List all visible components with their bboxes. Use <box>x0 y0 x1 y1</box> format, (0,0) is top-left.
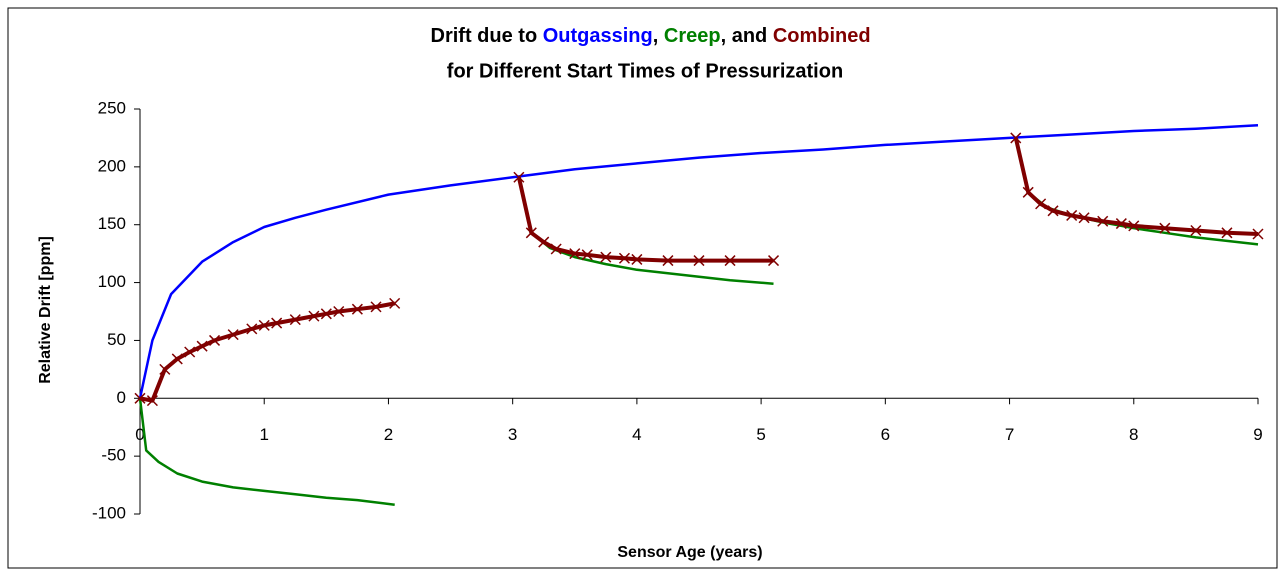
marker <box>724 255 736 267</box>
marker <box>370 301 382 313</box>
marker <box>271 317 283 329</box>
marker <box>1190 224 1202 237</box>
series-line <box>138 123 1259 399</box>
chart-frame <box>7 7 1278 569</box>
marker <box>1252 228 1264 240</box>
marker <box>513 171 525 183</box>
y-tick-label: 0 <box>117 388 126 407</box>
marker <box>1115 218 1127 230</box>
x-tick-label: 6 <box>881 425 890 444</box>
marker <box>693 255 705 267</box>
marker <box>550 243 562 255</box>
marker <box>196 340 208 352</box>
marker <box>569 248 581 260</box>
title-series-name: Combined <box>773 25 871 47</box>
marker <box>333 305 345 318</box>
title-series-name: Outgassing <box>543 25 653 47</box>
marker <box>1022 186 1034 198</box>
y-tick-label: 50 <box>107 330 126 349</box>
y-tick-label: 200 <box>98 156 126 175</box>
marker <box>1066 209 1078 221</box>
marker <box>1221 227 1233 239</box>
title-series-name: Creep <box>664 25 721 47</box>
marker <box>618 252 630 264</box>
marker <box>134 392 146 404</box>
marker <box>308 310 320 322</box>
marker <box>1035 198 1047 210</box>
chart-title: Drift due to Outgassing, Creep, and Comb… <box>403 25 888 47</box>
marker <box>538 236 550 248</box>
marker <box>1097 215 1109 227</box>
marker <box>662 255 674 267</box>
y-tick-label: 100 <box>98 272 126 291</box>
x-tick-label: 9 <box>1253 425 1262 444</box>
marker <box>1047 205 1059 217</box>
marker <box>1128 220 1140 232</box>
x-tick-label: 3 <box>508 425 517 444</box>
title-text: , <box>653 25 664 47</box>
marker <box>159 363 171 375</box>
marker <box>351 303 363 315</box>
marker <box>289 314 301 326</box>
x-tick-label: 1 <box>259 425 268 444</box>
marker <box>184 346 196 358</box>
marker <box>1010 132 1022 144</box>
chart-subtitle: for Different Start Times of Pressurizat… <box>447 60 843 82</box>
marker <box>525 227 537 239</box>
marker <box>389 297 401 309</box>
y-axis-title: Relative Drift [ppm] <box>37 236 54 384</box>
x-tick-label: 7 <box>1005 425 1014 444</box>
marker <box>1159 222 1171 234</box>
x-tick-label: 4 <box>632 425 641 444</box>
title-text: Drift due to <box>431 25 543 47</box>
marker <box>320 308 332 320</box>
marker <box>581 249 593 261</box>
x-tick-label: 5 <box>756 425 765 444</box>
x-tick-label: 2 <box>384 425 393 444</box>
y-tick-label: 250 <box>98 98 126 117</box>
marker <box>768 255 780 267</box>
y-tick-label: -100 <box>92 503 126 522</box>
marker <box>146 395 158 407</box>
marker <box>246 323 258 335</box>
x-tick-label: 8 <box>1129 425 1138 444</box>
y-tick-label: -50 <box>101 446 126 465</box>
y-tick-label: 150 <box>98 214 126 233</box>
marker <box>631 253 643 265</box>
marker <box>600 251 612 263</box>
marker <box>258 319 270 331</box>
marker <box>1078 212 1090 224</box>
title-text: , and <box>721 25 773 47</box>
x-tick-label: 0 <box>135 425 144 444</box>
marker <box>171 353 183 365</box>
marker <box>227 329 239 341</box>
marker <box>209 334 221 346</box>
x-axis-title: Sensor Age (years) <box>617 544 762 561</box>
